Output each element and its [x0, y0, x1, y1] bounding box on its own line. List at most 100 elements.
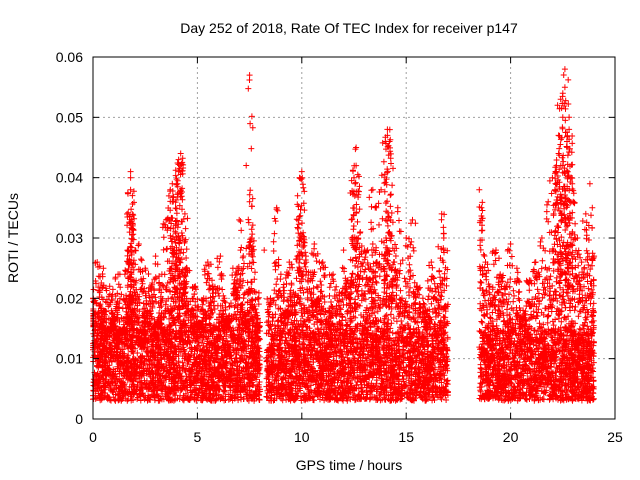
data-point — [106, 283, 113, 290]
data-point — [566, 126, 573, 133]
data-point — [196, 319, 203, 326]
data-point — [152, 253, 159, 260]
data-point — [386, 229, 393, 235]
data-point — [163, 216, 170, 223]
data-point — [555, 132, 562, 139]
data-point — [403, 235, 410, 241]
data-point — [192, 283, 199, 290]
data-point — [564, 138, 570, 145]
y-tick-label: 0.02 — [56, 290, 83, 306]
data-point — [298, 235, 305, 241]
data-point — [221, 295, 228, 302]
data-point — [175, 156, 182, 163]
data-point — [319, 259, 326, 266]
data-point — [154, 319, 161, 326]
y-tick-label: 0.05 — [56, 109, 83, 125]
data-point — [559, 90, 566, 97]
x-tick-label: 25 — [607, 429, 623, 445]
data-point — [409, 216, 416, 223]
data-point — [311, 241, 318, 247]
y-tick-label: 0 — [75, 411, 83, 427]
data-point — [574, 235, 581, 241]
data-point — [553, 162, 560, 169]
data-point — [277, 271, 284, 278]
data-point — [115, 271, 122, 278]
data-point — [568, 174, 575, 181]
data-point — [507, 241, 514, 247]
data-point — [340, 247, 347, 254]
data-point — [526, 277, 533, 284]
data-point — [353, 144, 360, 151]
data-point — [532, 259, 539, 266]
data-point — [261, 247, 268, 254]
data-point — [248, 235, 255, 241]
data-point — [127, 186, 134, 193]
data-point — [217, 253, 224, 260]
x-tick-label: 0 — [89, 429, 97, 445]
data-point — [252, 289, 259, 296]
data-point — [169, 198, 176, 205]
data-point — [286, 259, 293, 266]
data-point — [282, 307, 289, 314]
x-tick-label: 20 — [503, 429, 519, 445]
data-point — [131, 289, 138, 296]
data-point — [138, 343, 144, 350]
data-point — [434, 283, 441, 290]
data-point — [351, 174, 357, 181]
data-point — [545, 198, 552, 205]
data-point — [290, 289, 297, 296]
data-point — [336, 289, 343, 296]
data-point — [298, 168, 305, 175]
data-point — [246, 72, 253, 79]
data-point — [213, 325, 220, 332]
y-tick-label: 0.01 — [56, 351, 83, 367]
data-point — [482, 259, 489, 266]
data-point — [234, 277, 241, 284]
data-point — [424, 307, 431, 314]
data-point — [476, 186, 483, 193]
data-point — [520, 307, 527, 314]
data-point — [413, 283, 420, 290]
data-point — [591, 253, 598, 260]
data-point — [119, 331, 126, 338]
data-point — [445, 301, 451, 308]
data-point — [125, 247, 132, 254]
data-point — [177, 162, 184, 169]
data-point — [158, 271, 165, 278]
data-point — [419, 295, 426, 302]
data-point — [578, 259, 585, 266]
data-point — [325, 307, 332, 314]
data-point — [344, 277, 351, 284]
data-point — [267, 295, 274, 302]
data-point — [538, 235, 545, 241]
data-point — [497, 271, 504, 278]
data-points — [90, 66, 598, 404]
data-point — [175, 168, 182, 175]
x-tick-label: 5 — [194, 429, 202, 445]
data-point — [204, 259, 211, 266]
data-point — [110, 313, 117, 320]
data-point — [129, 222, 136, 229]
data-point — [244, 307, 251, 314]
data-point — [100, 265, 107, 272]
data-point — [102, 325, 109, 332]
data-point — [361, 247, 368, 254]
data-point — [173, 235, 180, 241]
data-point — [188, 307, 195, 314]
data-point — [555, 150, 562, 157]
y-axis-ticks: 0 0.01 0.02 0.03 0.04 0.05 0.06 — [56, 49, 615, 427]
data-point — [167, 186, 174, 193]
data-point — [209, 277, 215, 284]
data-point — [513, 265, 520, 272]
data-point — [127, 174, 134, 181]
data-point — [586, 180, 593, 187]
data-point — [123, 295, 130, 302]
data-point — [179, 235, 186, 241]
data-point — [177, 150, 184, 157]
data-point — [246, 198, 253, 205]
data-point — [294, 192, 301, 199]
data-point — [378, 186, 385, 193]
data-point — [94, 259, 101, 266]
data-point — [225, 313, 232, 320]
data-point — [330, 271, 337, 278]
